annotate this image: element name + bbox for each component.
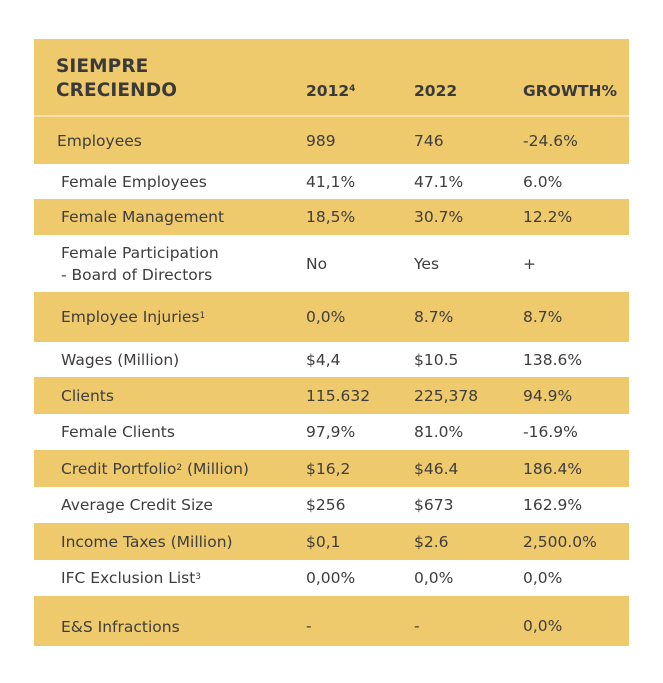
row-label-text: Female Clients — [61, 423, 175, 441]
cell-2022: 225,378 — [414, 386, 479, 405]
footnote-marker: 2 — [176, 462, 183, 473]
cell-2012: 115.632 — [306, 386, 371, 405]
row-label-text: Average Credit Size — [61, 496, 213, 514]
cell-2012: 97,9% — [306, 423, 356, 441]
column-header-2012: 20124 — [306, 81, 355, 101]
table-row: Female Employees 41,1% 47.1% 6.0% — [34, 164, 629, 199]
table-row: Female Management 18,5% 30.7% 12.2% — [34, 199, 629, 235]
cell-2012: 989 — [306, 131, 336, 150]
row-label-suffix: (Million) — [182, 459, 249, 478]
cell-2012: 41,1% — [306, 172, 356, 191]
row-label-text: Female Employees — [61, 172, 207, 191]
table-title: SIEMPRE CRECIENDO — [56, 55, 177, 103]
row-label: Female Management — [61, 206, 224, 228]
cell-2012: 0,0% — [306, 308, 346, 326]
column-header-growth: GROWTH% — [523, 81, 617, 101]
cell-2012: 0,00% — [306, 569, 356, 587]
cell-growth: + — [523, 254, 536, 273]
column-header-label: 2022 — [414, 82, 458, 100]
table-row: Female Participation - Board of Directors… — [34, 235, 629, 292]
row-label: IFC Exclusion List3 — [61, 567, 201, 589]
table-row: Female Clients 97,9% 81.0% -16.9% — [34, 414, 629, 450]
cell-growth: 12.2% — [523, 208, 573, 226]
row-label-text: Employee Injuries — [61, 308, 200, 326]
cell-growth: 2,500.0% — [523, 532, 597, 551]
footnote-marker: 1 — [199, 311, 206, 321]
table-body: Employees 989 746 -24.6% Female Employees 41,… — [34, 117, 629, 646]
table-row: IFC Exclusion List3 0,00% 0,0% 0,0% — [34, 560, 629, 596]
row-label-text: Female Participation — [61, 243, 219, 262]
row-label-text: E&S Infractions — [61, 618, 180, 636]
row-label-text: Wages (Million) — [61, 350, 180, 369]
row-label-text: Credit Portfolio — [61, 459, 177, 478]
row-label-line2: - Board of Directors — [61, 265, 213, 284]
cell-2022: 81.0% — [414, 423, 464, 441]
row-label: Clients — [61, 385, 114, 407]
column-header-label: GROWTH% — [523, 82, 618, 100]
growth-table: SIEMPRE CRECIENDO 20124 2022 GROWTH% Emp… — [34, 39, 629, 646]
cell-2022: 30.7% — [414, 208, 464, 226]
cell-2022: - — [414, 617, 420, 635]
table-row: Clients 115.632 225,378 94.9% — [34, 377, 629, 414]
row-label: Female Clients — [61, 421, 175, 443]
cell-growth: 162.9% — [523, 496, 583, 514]
row-label: Female Employees — [61, 171, 207, 193]
cell-2012: $4,4 — [306, 350, 341, 369]
row-label: Female Participation - Board of Directors — [61, 242, 219, 286]
table-row: Average Credit Size $256 $673 162.9% — [34, 487, 629, 523]
row-label: Income Taxes (Million) — [61, 531, 233, 553]
cell-2022: 47.1% — [414, 172, 464, 191]
cell-growth: 94.9% — [523, 386, 573, 405]
cell-growth: -24.6% — [523, 131, 578, 150]
table-row: Employees 989 746 -24.6% — [34, 117, 629, 164]
row-label: Average Credit Size — [61, 494, 213, 516]
table-row: Wages (Million) $4,4 $10.5 138.6% — [34, 342, 629, 377]
cell-2012: $16,2 — [306, 459, 351, 478]
cell-2022: $2.6 — [414, 532, 449, 551]
row-label: Credit Portfolio2 (Million) — [61, 458, 249, 480]
cell-2012: $256 — [306, 496, 346, 514]
cell-2022: 0,0% — [414, 569, 454, 587]
cell-2012: 18,5% — [306, 208, 356, 226]
footnote-marker: 3 — [195, 572, 202, 582]
column-header-label: 2012 — [306, 82, 350, 100]
cell-growth: 8.7% — [523, 308, 563, 326]
cell-2022: 8.7% — [414, 308, 454, 326]
cell-2012: $0,1 — [306, 532, 341, 551]
row-label: E&S Infractions — [61, 616, 180, 638]
cell-growth: 0,0% — [523, 569, 563, 587]
table-row: Income Taxes (Million) $0,1 $2.6 2,500.0% — [34, 523, 629, 560]
cell-2012: - — [306, 617, 312, 635]
row-label: Employee Injuries1 — [61, 306, 205, 328]
cell-2012: No — [306, 254, 328, 273]
cell-2022: $46.4 — [414, 459, 459, 478]
cell-2022: $10.5 — [414, 350, 459, 369]
row-label: Employees — [57, 130, 142, 152]
row-label-text: Female Management — [61, 208, 225, 226]
table-row: Employee Injuries1 0,0% 8.7% 8.7% — [34, 292, 629, 342]
table-title-line1: SIEMPRE — [56, 56, 149, 77]
table-row: E&S Infractions - - 0,0% — [34, 596, 629, 646]
footnote-marker: 4 — [349, 84, 356, 94]
row-label-text: Employees — [57, 131, 142, 150]
cell-2022: $673 — [414, 496, 454, 514]
cell-growth: 0,0% — [523, 617, 563, 635]
cell-2022: Yes — [414, 254, 440, 273]
cell-growth: 6.0% — [523, 172, 563, 191]
row-label-text: IFC Exclusion List — [61, 569, 196, 587]
cell-growth: -16.9% — [523, 423, 578, 441]
cell-2022: 746 — [414, 131, 444, 150]
cell-growth: 138.6% — [523, 350, 583, 369]
row-label-text: Income Taxes (Million) — [61, 532, 233, 551]
table-header: SIEMPRE CRECIENDO 20124 2022 GROWTH% — [34, 39, 629, 117]
cell-growth: 186.4% — [523, 459, 583, 478]
table-title-line2: CRECIENDO — [56, 80, 178, 101]
column-header-2022: 2022 — [414, 81, 457, 101]
row-label: Wages (Million) — [61, 349, 179, 371]
table-row: Credit Portfolio2 (Million) $16,2 $46.4 186… — [34, 450, 629, 487]
row-label-text: Clients — [61, 386, 114, 405]
